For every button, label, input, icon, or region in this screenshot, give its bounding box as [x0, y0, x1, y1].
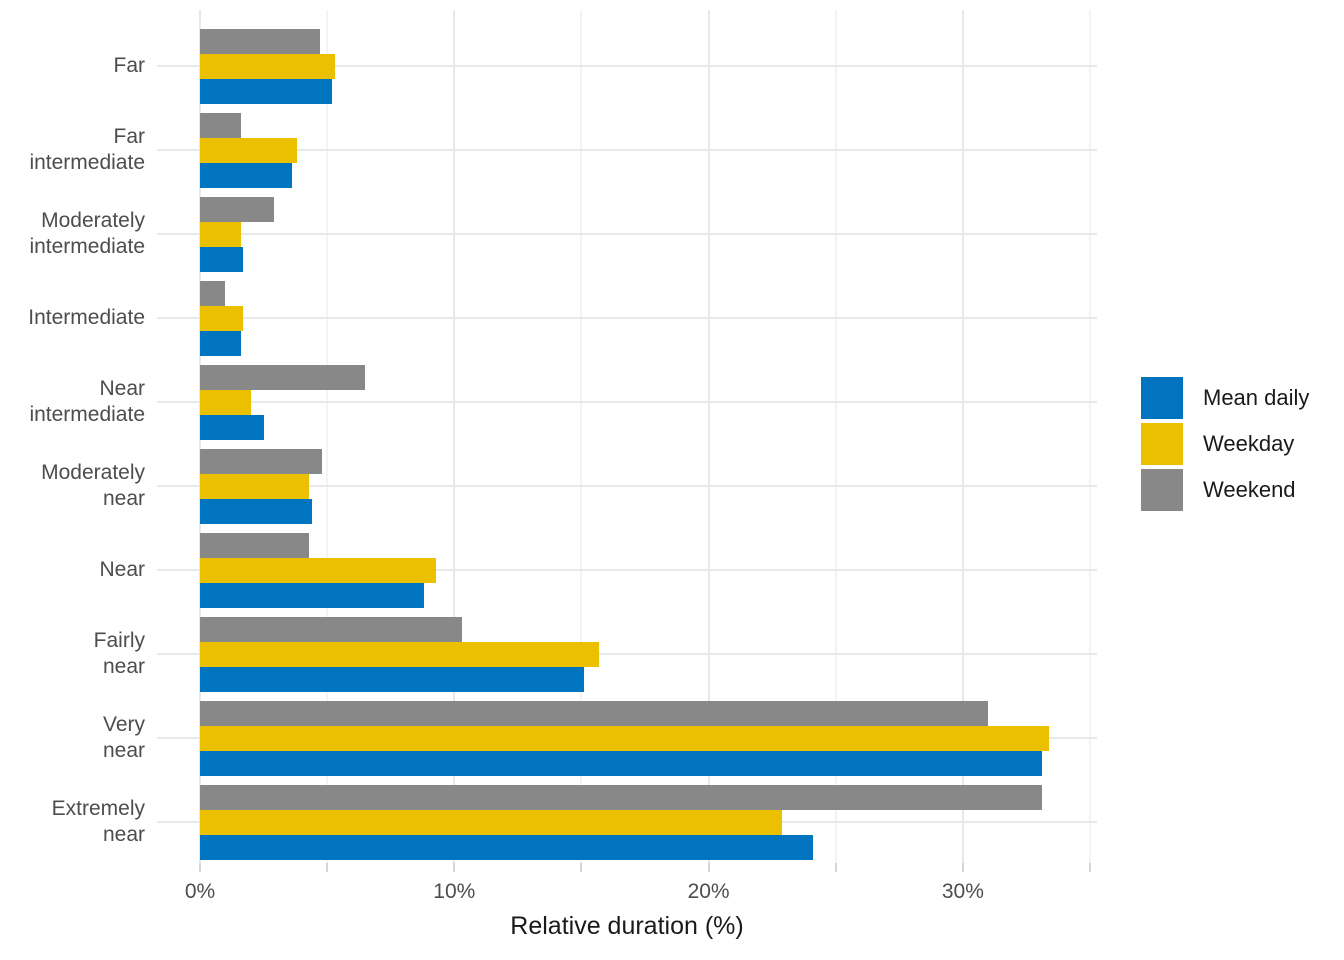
gridline-vertical-major [961, 10, 964, 863]
bar-mean-daily [200, 498, 312, 524]
bar-weekday [200, 221, 241, 247]
legend-label: Weekend [1203, 477, 1296, 502]
chart-panel [157, 10, 1097, 863]
x-axis-tick [834, 863, 837, 872]
x-axis-tick [326, 863, 329, 872]
gridline-vertical-minor [834, 10, 837, 863]
bar-weekend [200, 784, 1042, 810]
bar-weekend [200, 700, 989, 726]
x-axis-tick-label: 10% [433, 880, 476, 903]
bar-weekend [200, 532, 310, 558]
gridline-horizontal-major [157, 149, 1097, 151]
legend-item: Mean daily [1141, 377, 1309, 419]
y-axis-label: Intermediate [28, 306, 145, 329]
x-axis-tick-label: 0% [184, 880, 216, 903]
x-axis-tick [1089, 863, 1092, 872]
gridline-vertical-major [453, 10, 456, 863]
bar-weekday [200, 53, 335, 79]
bar-weekend [200, 616, 462, 642]
bar-weekday [200, 137, 297, 163]
y-axis-label: Extremely near [51, 797, 145, 846]
bar-mean-daily [200, 582, 424, 608]
bar-weekday [200, 305, 244, 331]
bar-weekend [200, 196, 274, 222]
y-axis-label: Fairly near [93, 629, 145, 678]
bar-weekend [200, 364, 366, 390]
bar-weekday [200, 473, 310, 499]
legend-item: Weekday [1141, 423, 1309, 465]
legend: Mean daily Weekday Weekend [1141, 377, 1309, 515]
gridline-horizontal-major [157, 233, 1097, 235]
bar-weekday [200, 641, 600, 667]
bar-weekday [200, 389, 251, 415]
legend-label: Mean daily [1203, 385, 1310, 410]
gridline-horizontal-major [157, 401, 1097, 403]
y-axis-label: Moderately near [41, 461, 145, 510]
gridline-vertical-minor [326, 10, 329, 863]
gridline-vertical-minor [1089, 10, 1092, 863]
gridline-horizontal-major [157, 485, 1097, 487]
y-axis-label: Far [113, 54, 146, 77]
legend-swatch [1141, 469, 1183, 511]
bar-mean-daily [200, 78, 333, 104]
bar-weekday [200, 809, 783, 835]
legend-item: Weekend [1141, 469, 1309, 511]
gridline-vertical-major [707, 10, 710, 863]
bar-mean-daily [200, 162, 292, 188]
x-axis-title: Relative duration (%) [510, 912, 744, 940]
gridline-horizontal-major [157, 653, 1097, 655]
y-axis-label: Far intermediate [29, 125, 145, 174]
gridline-horizontal-major [157, 569, 1097, 571]
bar-weekday [200, 725, 1050, 751]
bar-weekend [200, 280, 226, 306]
x-axis-tick [580, 863, 583, 872]
bar-mean-daily [200, 246, 244, 272]
legend-label: Weekday [1203, 431, 1295, 456]
bar-mean-daily [200, 330, 241, 356]
y-axis-label: Moderately intermediate [29, 209, 145, 258]
bar-mean-daily [200, 414, 264, 440]
x-axis-tick [707, 863, 710, 872]
x-axis-tick [453, 863, 456, 872]
bar-mean-daily [200, 666, 584, 692]
y-axis-label: Near intermediate [29, 377, 145, 426]
bar-weekend [200, 28, 320, 54]
gridline-vertical-minor [580, 10, 583, 863]
bar-weekday [200, 557, 437, 583]
x-axis-tick-label: 20% [687, 880, 730, 903]
bar-weekend [200, 448, 323, 474]
y-axis-label: Very near [102, 713, 145, 762]
bar-mean-daily [200, 750, 1042, 776]
x-axis-tick-label: 30% [941, 880, 984, 903]
gridline-horizontal-major [157, 317, 1097, 319]
x-axis-tick [961, 863, 964, 872]
bar-weekend [200, 112, 241, 138]
y-axis-label: Near [99, 558, 145, 581]
legend-swatch [1141, 377, 1183, 419]
bar-mean-daily [200, 834, 813, 860]
gridline-horizontal-major [157, 65, 1097, 67]
legend-swatch [1141, 423, 1183, 465]
x-axis-tick [199, 863, 201, 872]
